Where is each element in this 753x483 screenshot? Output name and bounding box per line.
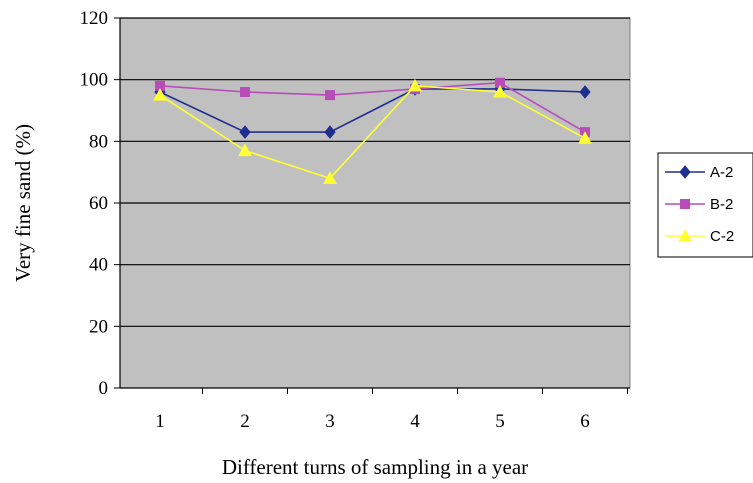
y-tick-label: 80 xyxy=(89,131,108,152)
y-tick-label: 100 xyxy=(80,70,109,91)
data-point-C-2-3 xyxy=(323,171,337,184)
data-point-C-2-2 xyxy=(238,143,252,157)
y-axis: 0 20 40 60 80 100 120 xyxy=(80,8,121,399)
y-tick-label: 0 xyxy=(99,378,109,399)
x-tick-label: 6 xyxy=(580,411,590,432)
y-axis-title: Very fine sand (%) xyxy=(11,124,35,282)
y-tick-label: 20 xyxy=(89,316,108,337)
y-tick-label: 120 xyxy=(80,8,109,29)
legend-marker-C-2 xyxy=(678,228,692,242)
legend-label-A-2: A-2 xyxy=(710,164,733,181)
y-tick-label: 40 xyxy=(89,255,108,276)
legend-label-B-2: B-2 xyxy=(710,196,733,213)
series-line-C-2 xyxy=(159,85,586,180)
x-axis: 1 2 3 4 5 6 xyxy=(120,387,630,432)
data-point-C-2-6 xyxy=(578,131,592,144)
data-point-A-2-6 xyxy=(579,85,591,99)
series-layer xyxy=(153,77,592,184)
x-tick-label: 5 xyxy=(495,411,505,432)
legend-label-C-2: C-2 xyxy=(710,228,734,245)
x-tick-label: 2 xyxy=(240,411,250,432)
data-point-C-2-1 xyxy=(153,88,167,101)
data-point-A-2-3 xyxy=(324,125,336,139)
data-point-B-2-2 xyxy=(240,87,250,97)
x-axis-title: Different turns of sampling in a year xyxy=(222,455,528,479)
x-tick-label: 1 xyxy=(155,411,165,432)
x-tick-label: 3 xyxy=(325,411,335,432)
legend: A-2 B-2 C-2 xyxy=(657,152,753,258)
data-point-C-2-4 xyxy=(408,78,422,92)
data-point-A-2-2 xyxy=(239,125,251,139)
series-line-A-2 xyxy=(159,88,586,133)
data-point-B-2-3 xyxy=(325,90,335,101)
data-point-C-2-5 xyxy=(493,84,507,98)
gridlines xyxy=(120,17,630,327)
legend-marker-A-2 xyxy=(679,165,691,179)
legend-marker-B-2 xyxy=(680,199,690,209)
legend-box xyxy=(657,152,753,258)
series-line-B-2 xyxy=(159,81,586,133)
y-tick-label: 60 xyxy=(89,193,108,214)
x-tick-label: 4 xyxy=(410,411,420,432)
